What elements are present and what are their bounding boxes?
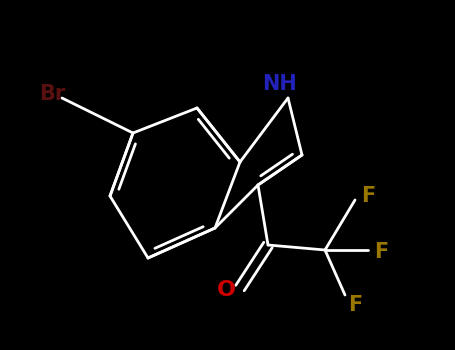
Text: O: O: [217, 280, 236, 300]
Text: NH: NH: [263, 74, 298, 94]
Text: F: F: [348, 295, 362, 315]
Text: Br: Br: [39, 84, 65, 104]
Text: F: F: [374, 242, 388, 262]
Text: F: F: [361, 186, 375, 206]
